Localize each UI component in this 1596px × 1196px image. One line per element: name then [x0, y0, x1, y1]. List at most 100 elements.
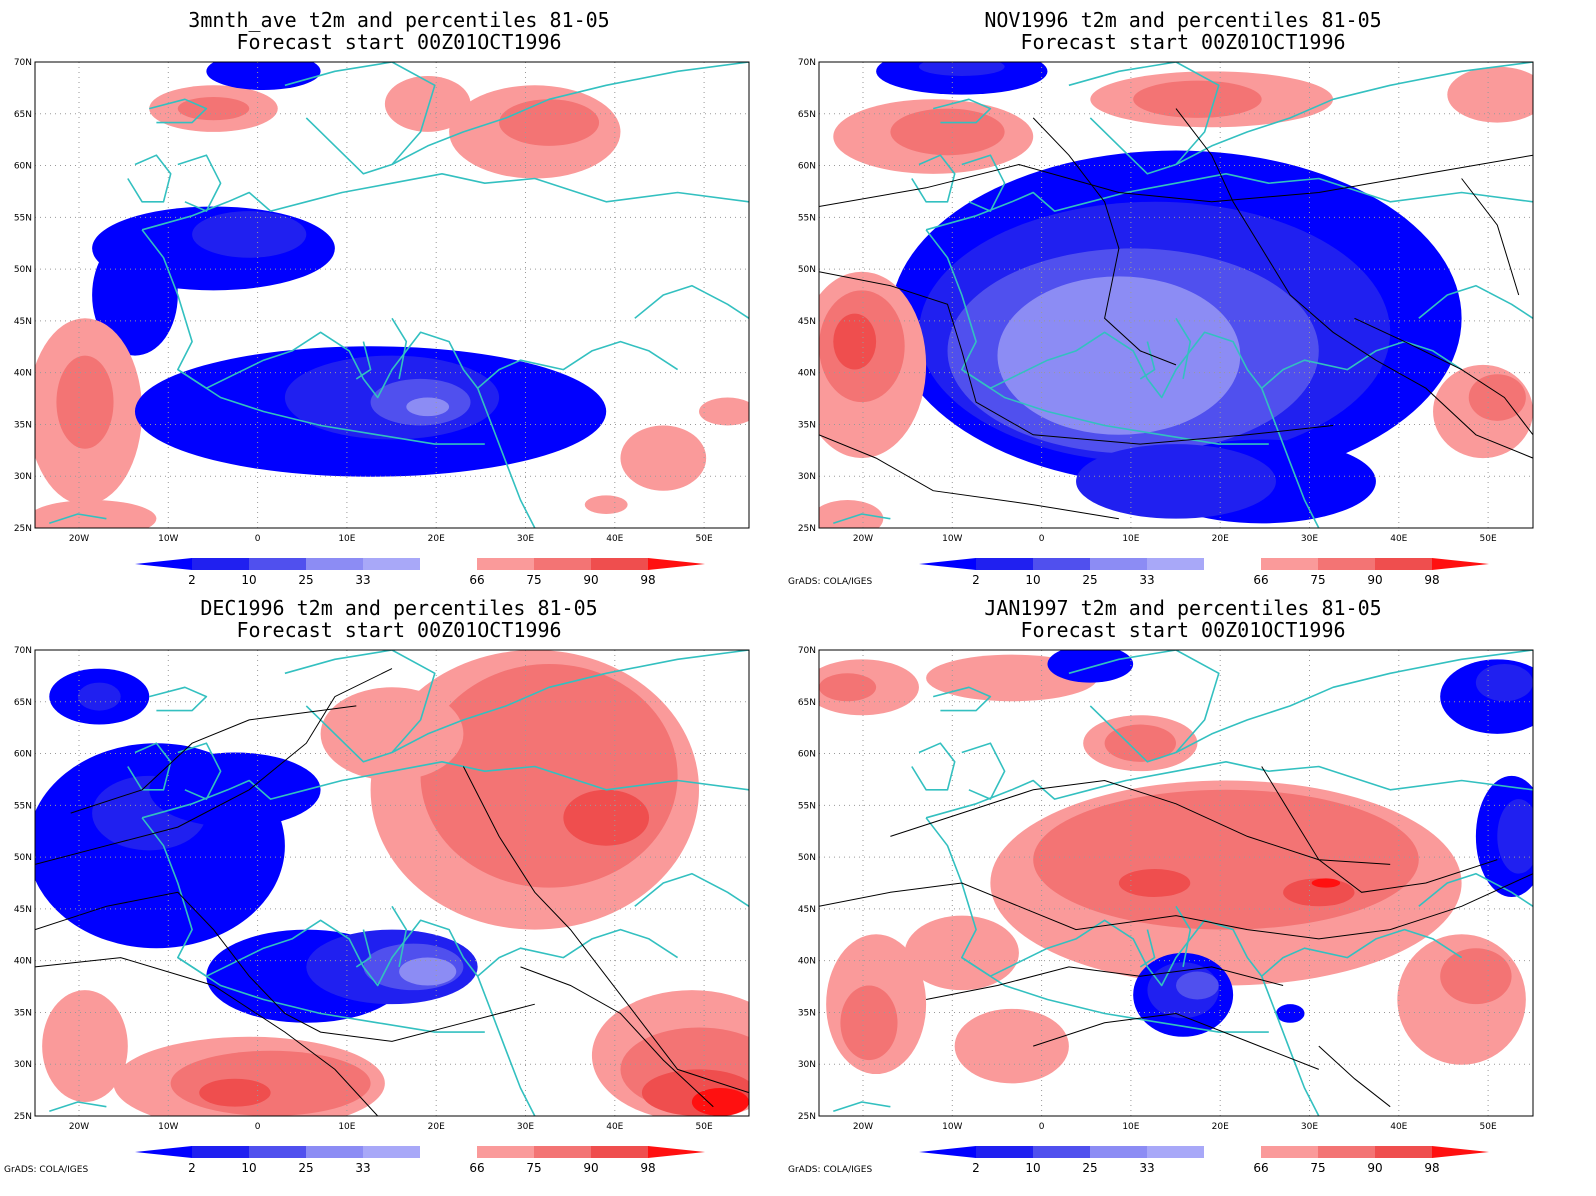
- colorbar-label: 2: [972, 573, 980, 587]
- warm-anomaly-area: [199, 1078, 271, 1107]
- colorbar-label: 75: [1310, 1161, 1325, 1175]
- colorbar-arrow-left: [919, 1146, 976, 1158]
- shaded-field: [35, 650, 749, 1116]
- temperature-contours: [819, 108, 1533, 520]
- colorbar-label: 25: [298, 1161, 313, 1175]
- shaded-field: [35, 62, 749, 528]
- colorbar-label: 75: [1310, 573, 1325, 587]
- map-panel-3month: 3mnth_ave t2m and percentiles 81-05 Fore…: [0, 0, 798, 598]
- latitude-label: 55N: [14, 801, 32, 811]
- colorbar-swatch: [363, 1146, 420, 1158]
- panel-subtitle: Forecast start 00Z01OCT1996: [1020, 618, 1346, 642]
- colorbar-swatch: [249, 558, 306, 570]
- colorbar-arrow-right: [1432, 558, 1489, 570]
- latitude-label: 45N: [14, 905, 32, 915]
- map-canvas: 70N 65N 60N 55N 50N 45N 40N 35N 30N 25N 20W 10W 0 10E…: [798, 58, 1534, 587]
- colorbar-swatch: [1204, 1146, 1261, 1158]
- colorbar-label: 75: [526, 1161, 541, 1175]
- longitude-label: 50E: [696, 1122, 713, 1132]
- panel-subtitle: Forecast start 00Z01OCT1996: [1020, 30, 1346, 54]
- colorbar-swatch: [1147, 1146, 1204, 1158]
- colorbar-label: 98: [640, 573, 655, 587]
- map-panel-dec1996: DEC1996 t2m and percentiles 81-05 Foreca…: [0, 588, 798, 1186]
- longitude-label: 10W: [942, 1122, 962, 1132]
- warm-anomaly-area: [170, 1050, 371, 1116]
- colorbar-swatch: [976, 1146, 1033, 1158]
- colorbar-swatch: [1318, 558, 1375, 570]
- latitude-label: 30N: [14, 1060, 32, 1070]
- colorbar-label: 10: [1025, 573, 1040, 587]
- longitude-label: 30E: [517, 1122, 534, 1132]
- colorbar-label: 10: [241, 1161, 256, 1175]
- warm-anomaly-area: [1468, 374, 1526, 421]
- latitude-label: 60N: [798, 162, 816, 172]
- colorbar-label: 66: [1253, 1161, 1268, 1175]
- latitude-label: 35N: [798, 1008, 816, 1018]
- cold-anomaly-area: [406, 397, 450, 417]
- graticule: [35, 650, 749, 1116]
- longitude-label: 20W: [69, 534, 89, 544]
- colorbar-swatch: [306, 558, 363, 570]
- latitude-label: 70N: [798, 58, 816, 68]
- coastlines: [833, 62, 1533, 528]
- colorbar-swatch: [1318, 1146, 1375, 1158]
- colorbar-swatch: [591, 558, 648, 570]
- colorbar-swatch: [1261, 558, 1318, 570]
- latitude-label: 60N: [14, 162, 32, 172]
- cold-anomaly-area: [1497, 799, 1533, 874]
- temperature-contours: [819, 766, 1533, 1108]
- warm-anomaly-area: [819, 673, 877, 702]
- latitude-label: 65N: [14, 110, 32, 120]
- latitude-label: 55N: [798, 801, 816, 811]
- longitude-label: 0: [1039, 534, 1045, 544]
- warm-anomaly-area: [35, 500, 157, 528]
- colorbar-label: 33: [355, 1161, 370, 1175]
- colorbar-label: 90: [1367, 1161, 1382, 1175]
- warm-anomaly-area: [1311, 878, 1341, 888]
- latitude-label: 55N: [14, 213, 32, 223]
- longitude-label: 20E: [428, 1122, 445, 1132]
- cold-anomaly-area: [192, 211, 307, 258]
- colorbar-swatch: [1204, 558, 1261, 570]
- colorbar-label: 75: [526, 573, 541, 587]
- longitude-label: 30E: [1301, 534, 1318, 544]
- warm-anomaly-area: [833, 313, 877, 370]
- map-canvas: 70N 65N 60N 55N 50N 45N 40N 35N 30N 25N 20W 10W 0 10E…: [798, 646, 1534, 1175]
- warm-anomaly-area: [320, 687, 464, 781]
- colorbar: 2 10 25 33 66 75 90 98: [135, 1146, 705, 1175]
- colorbar-label: 98: [1424, 573, 1439, 587]
- colorbar-label: 98: [1424, 1161, 1439, 1175]
- shaded-field: [819, 62, 1533, 528]
- coastlines: [833, 650, 1533, 1116]
- panel-title: NOV1996 t2m and percentiles 81-05: [984, 8, 1382, 32]
- colorbar-label: 2: [972, 1161, 980, 1175]
- latitude-label: 35N: [14, 1008, 32, 1018]
- colorbar-swatch: [1147, 558, 1204, 570]
- warm-anomaly-area: [563, 789, 650, 846]
- latitude-label: 30N: [14, 472, 32, 482]
- warm-anomaly-area: [691, 1088, 749, 1116]
- longitude-label: 20E: [428, 534, 445, 544]
- panel-title: DEC1996 t2m and percentiles 81-05: [200, 596, 598, 620]
- warm-anomaly-area: [1104, 724, 1176, 762]
- longitude-label: 50E: [1480, 1122, 1497, 1132]
- colorbar-arrow-right: [1432, 1146, 1489, 1158]
- longitude-label: 0: [255, 534, 261, 544]
- latitude-label: 25N: [14, 1112, 32, 1122]
- colorbar-label: 10: [1025, 1161, 1040, 1175]
- cold-anomaly-area: [92, 234, 178, 356]
- cold-anomaly-area: [876, 62, 1048, 95]
- longitude-label: 0: [255, 1122, 261, 1132]
- warm-anomaly-area: [420, 663, 678, 888]
- colorbar-swatch: [1375, 1146, 1432, 1158]
- colorbar-label: 33: [355, 573, 370, 587]
- latitude-label: 70N: [14, 58, 32, 68]
- graticule: [819, 650, 1533, 1116]
- colorbar-arrow-left: [135, 1146, 192, 1158]
- latitude-label: 50N: [798, 853, 816, 863]
- latitude-label: 45N: [14, 317, 32, 327]
- longitude-label: 20E: [1212, 1122, 1229, 1132]
- colorbar: 2 10 25 33 66 75 90 98: [919, 558, 1489, 587]
- colorbar-label: 66: [469, 573, 484, 587]
- warm-anomaly-area: [584, 495, 628, 515]
